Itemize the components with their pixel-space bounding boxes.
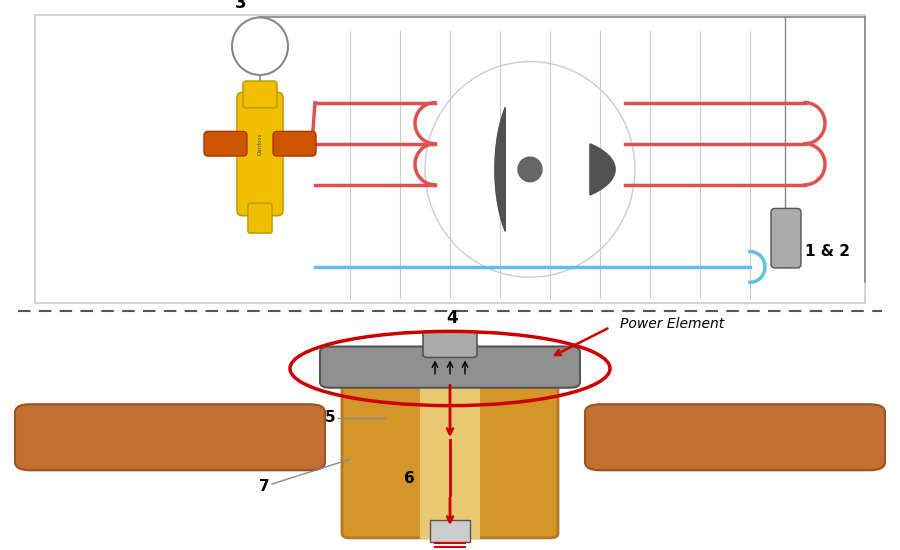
Polygon shape [590, 144, 615, 195]
Text: 1 & 2: 1 & 2 [805, 244, 850, 259]
FancyBboxPatch shape [204, 131, 247, 156]
Text: 5: 5 [324, 410, 335, 426]
Text: 3: 3 [235, 0, 247, 12]
Text: Power Element: Power Element [620, 317, 724, 332]
Bar [420, 358, 480, 539]
FancyBboxPatch shape [237, 92, 283, 216]
Polygon shape [495, 108, 505, 231]
Circle shape [518, 157, 542, 182]
Text: Danfoss: Danfoss [257, 133, 263, 155]
FancyBboxPatch shape [423, 331, 477, 358]
Polygon shape [590, 144, 615, 195]
FancyBboxPatch shape [15, 404, 325, 470]
Polygon shape [495, 108, 505, 231]
FancyBboxPatch shape [771, 208, 801, 268]
Text: 6: 6 [404, 471, 415, 486]
Bar [430, 520, 470, 542]
FancyBboxPatch shape [320, 346, 580, 388]
FancyBboxPatch shape [273, 131, 316, 156]
FancyBboxPatch shape [243, 81, 277, 108]
FancyBboxPatch shape [342, 353, 558, 538]
FancyBboxPatch shape [585, 404, 885, 470]
Text: 4: 4 [446, 309, 458, 327]
Text: 7: 7 [259, 479, 270, 494]
FancyBboxPatch shape [248, 204, 272, 233]
